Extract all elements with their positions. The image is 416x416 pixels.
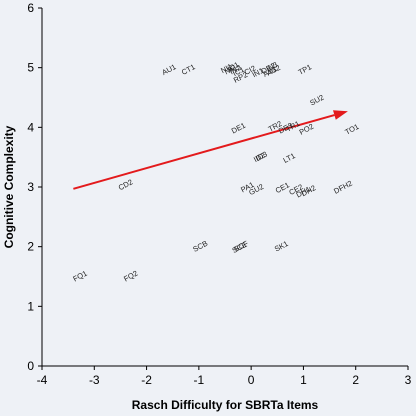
- y-tick-label: 1: [27, 299, 34, 313]
- tick-labels: -4 -3 -2 -1 0 1 2 3 0 1 2 3 4 5 6: [27, 1, 411, 387]
- point-label-sk1: SK1: [273, 239, 290, 254]
- x-tick-label: -3: [89, 373, 100, 387]
- y-tick-label: 0: [27, 359, 34, 373]
- axes: [41, 8, 408, 367]
- y-tick-label: 5: [27, 61, 34, 75]
- y-tick-label: 3: [27, 180, 34, 194]
- trend-arrow: [73, 110, 348, 190]
- point-label-dh2: DH2: [300, 183, 317, 198]
- point-label-au1: AU1: [160, 62, 177, 77]
- point-label-dfh2: DFH2: [332, 179, 354, 196]
- y-axis-title: Cognitive Complexity: [2, 125, 16, 248]
- y-tick-label: 2: [27, 240, 34, 254]
- y-tick-label: 6: [27, 1, 34, 15]
- point-label-id3: ID3: [254, 149, 269, 162]
- x-tick-label: -1: [194, 373, 205, 387]
- point-label-tp1: TP1: [297, 62, 313, 76]
- point-labels: AU1 CT1 NI1NI2ID1IN2IC1RP2CI2IN1DE2IN3AS1A…: [71, 60, 360, 284]
- x-axis-title: Rasch Difficulty for SBRTa Items: [132, 398, 319, 412]
- point-label-su2: SU2: [308, 93, 325, 108]
- x-tick-label: 3: [405, 373, 412, 387]
- point-label-ct1: CT1: [180, 62, 197, 77]
- x-tick-label: -4: [37, 373, 48, 387]
- point-label-de1: DE1: [230, 121, 247, 136]
- x-tick-label: 0: [248, 373, 255, 387]
- point-label-scb: SCB: [191, 239, 209, 254]
- x-tick-label: 2: [352, 373, 359, 387]
- trend-arrow-shaft: [73, 114, 335, 190]
- x-tick-label: -2: [141, 373, 152, 387]
- point-label-lt1: LT1: [282, 151, 297, 165]
- point-label-cd2: CD2: [117, 177, 134, 192]
- trend-arrow-head: [333, 110, 348, 120]
- point-label-fq1: FQ1: [71, 269, 88, 284]
- x-tick-label: 1: [300, 373, 307, 387]
- y-tick-label: 4: [27, 120, 34, 134]
- point-label-to1: TO1: [343, 122, 360, 137]
- point-label-fq2: FQ2: [122, 269, 139, 284]
